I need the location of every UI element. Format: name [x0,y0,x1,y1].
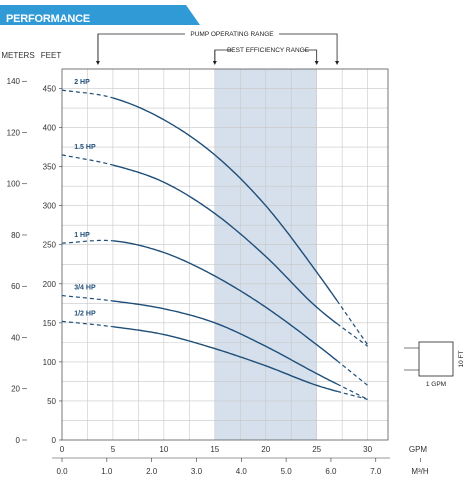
curve-label-1-5-hp: 1.5 HP [74,144,96,151]
gpm-axis-title: GPM [409,445,428,454]
meters-tick-label: 40 [11,333,20,342]
m3h-tick-label: 3.0 [191,467,203,476]
gpm-tick-label: 0 [60,445,65,454]
meters-axis-title: METERS [1,51,34,60]
feet-axis-title: FEET [41,51,62,60]
curve-2-hp-dashed-low [61,89,114,99]
curve-1-2-hp-dashed-low [61,320,113,328]
m3h-tick-label: 7.0 [370,467,382,476]
m3h-tick-label: 5.0 [281,467,293,476]
curve-1-5-hp-dashed-high [336,323,368,347]
meters-tick-label: 120 [7,128,21,137]
m3h-tick-label: 6.0 [325,467,337,476]
gpm-tick-label: 25 [312,445,321,454]
gpm-tick-label: 10 [159,445,168,454]
gpm-tick-label: 15 [210,445,219,454]
scale-box-height-label: 10 FT [458,350,465,367]
feet-tick-label: 300 [43,202,57,211]
meters-tick-label: 100 [7,180,21,189]
curve-1-2-hp-dashed-high [336,390,368,400]
meters-tick-label: 20 [11,385,20,394]
m3h-tick-label: 0.0 [56,467,68,476]
curve-3-4-hp [112,300,338,385]
meters-tick-label: 80 [11,231,20,240]
banner-title: PERFORMANCE [6,13,90,25]
curve-3-4-hp-dashed-low [61,294,113,302]
best-efficiency-label: BEST EFFICIENCY RANGE [227,47,310,54]
banner-shape [0,5,200,25]
feet-tick-label: 100 [43,358,57,367]
m3h-tick-label: 1.0 [101,467,113,476]
feet-tick-label: 0 [52,436,57,445]
scale-box [418,341,454,377]
gpm-tick-label: 30 [363,445,372,454]
m3h-axis-title: M³/H [411,467,429,476]
plot-frame [61,68,389,441]
best-efficiency-label-bg [232,45,304,54]
curve-label-2-hp: 2 HP [74,79,90,86]
feet-tick-label: 200 [43,280,57,289]
feet-tick-label: 450 [43,85,57,94]
curve-1-2-hp [112,326,338,392]
curve-2-hp-dashed-high [336,300,369,346]
meters-tick-label: 140 [7,77,21,86]
performance-banner: PERFORMANCE [0,5,200,25]
meters-tick-label: 60 [11,282,20,291]
pump-operating-label: PUMP OPERATING RANGE [190,31,274,38]
curve-3-4-hp-dashed-high [336,383,368,400]
feet-tick-label: 400 [43,124,57,133]
gpm-tick-label: 20 [261,445,270,454]
feet-tick-label: 150 [43,319,57,328]
curve-1-hp [112,240,338,362]
scale-box-width-label: 1 GPM [426,381,446,388]
feet-tick-label: 50 [47,397,56,406]
gpm-tick-label: 5 [111,445,116,454]
curve-1-5-hp [112,164,338,325]
pump-operating-label-bg [185,29,279,38]
curve-1-hp-dashed-low [61,239,113,244]
feet-tick-label: 250 [43,241,57,250]
meters-tick-label: 0 [16,436,21,445]
curve-2-hp [112,97,338,302]
curve-label-1-hp: 1 HP [74,232,90,239]
feet-tick-label: 350 [43,163,57,172]
curve-label-1-2-hp: 1/2 HP [74,310,96,317]
m3h-tick-label: 4.0 [236,467,248,476]
curve-label-3-4-hp: 3/4 HP [74,285,96,292]
m3h-tick-label: 2.0 [146,467,158,476]
curve-1-5-hp-dashed-low [61,154,114,166]
